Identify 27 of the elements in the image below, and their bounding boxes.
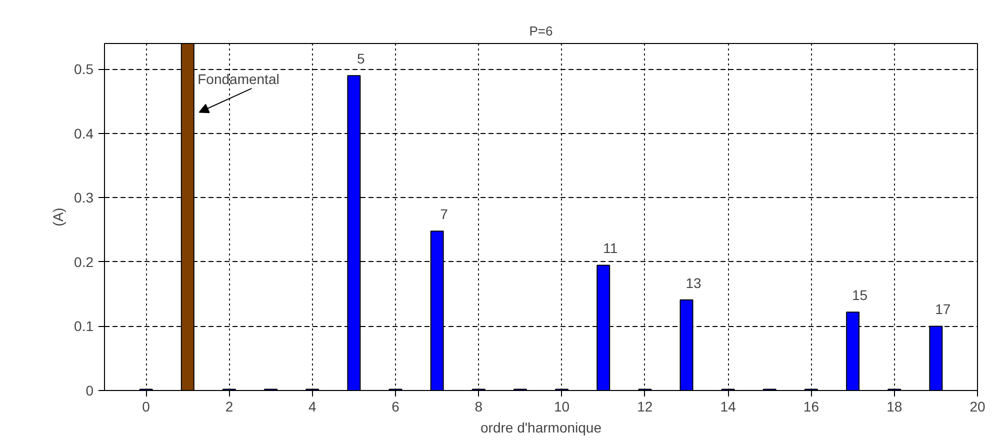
y-tick-label: 0.3 [74,190,94,206]
annotation: 13 [686,274,702,291]
x-tick-label: 2 [225,398,234,414]
x-tick-label: 20 [970,398,986,414]
x-tick-label: 0 [142,398,150,414]
y-tick-label: 0.4 [74,125,94,142]
x-tick-label: 4 [308,398,316,414]
y-axis-title: (A) [50,208,66,226]
annotation: 17 [935,301,951,318]
x-tick-label: 12 [637,398,653,414]
annotation: Fondamental [198,70,280,87]
annotation: 5 [357,50,366,67]
y-tick-label: 0.1 [74,318,94,334]
y-tick-label: 0.2 [74,254,94,270]
annotation: 11 [603,240,618,256]
x-tick-label: 16 [803,398,820,414]
x-tick-label: 14 [720,398,736,414]
annotation: 7 [440,206,448,222]
x-tick-label: 18 [886,398,902,414]
x-tick-label: 8 [474,398,483,414]
x-axis-title: ordre d'harmonique [480,420,602,436]
chart-title: P=6 [529,24,553,38]
y-tick-label: 0.5 [74,61,94,78]
x-tick-label: 10 [554,398,570,414]
y-tick-label: 0 [86,382,94,398]
annotation: 15 [852,287,868,304]
x-tick-label: 6 [392,398,400,414]
